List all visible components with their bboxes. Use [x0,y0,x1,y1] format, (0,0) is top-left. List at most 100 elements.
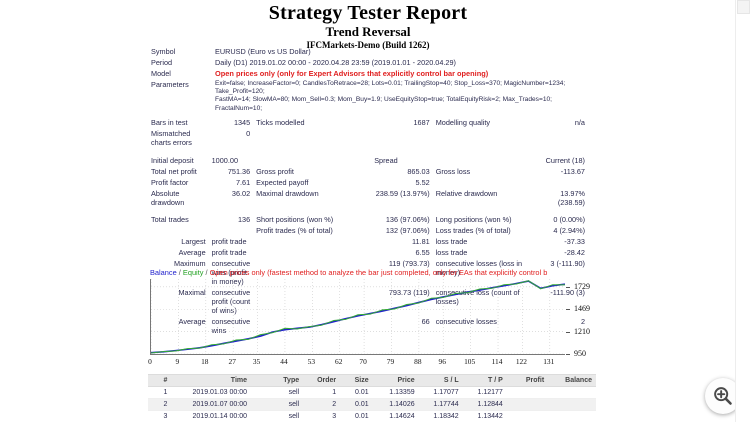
x-axis-tick-label: 114 [491,357,503,366]
modelling-quality-label: Modelling quality [435,117,491,127]
scrollbar-thumb[interactable] [737,0,750,14]
largest-profit-trade-label: profit trade [211,236,247,246]
y-axis-tick-mark [566,286,570,288]
maximal-row: Maximal consecutive profit (count of win… [148,287,588,316]
total-net-profit-row: Total net profit 751.36 Gross profit 865… [148,166,588,177]
gross-profit-value: 865.03 [407,166,430,176]
cell-order: 3 [303,410,341,422]
x-axis-tick-label: 122 [515,357,527,366]
col-size[interactable]: Size [340,374,373,387]
chart-y-axis: 1729 1469 1210 950 [566,279,606,358]
maximal-drawdown-value: 238.59 (13.97%) [375,188,430,198]
legend-separator-2: / [205,268,208,277]
bars-in-test-row: Bars in test 1345 Ticks modelled 1687 Mo… [148,117,588,128]
profit-trades-label: Profit trades (% of total) [256,225,333,235]
ticks-modelled-label: Ticks modelled [256,117,305,127]
col-balance[interactable]: Balance [548,374,596,387]
cell-price: 1.14026 [372,398,419,411]
col-take-profit[interactable]: T / P [462,374,507,387]
col-stop-loss[interactable]: S / L [418,374,463,387]
average2-label: Average [178,316,206,326]
mismatched-errors-row: Mismatched charts errors 0 [148,128,588,148]
expected-payoff-value: 5.52 [415,177,430,187]
cell-time: 2019.01.14 00:00 [171,410,252,422]
short-positions-label: Short positions (won %) [256,214,334,224]
table-row[interactable]: 2 2019.01.07 00:00 sell 2 0.01 1.14026 1.17744… [148,398,596,411]
parameters-line-2: FastMA=14; SlowMA=80; Mom_Sell=0.3; Mom_… [215,96,552,112]
cell-type: sell [251,410,304,422]
maximal-consecutive-loss-label: consecutive loss (count of losses) [435,287,520,306]
largest-loss-trade-label: loss trade [435,236,468,246]
x-axis-tick-label: 70 [359,357,367,366]
absolute-drawdown-value: 36.02 [231,188,251,198]
profit-trades-value: 132 (97.06%) [385,225,430,235]
legend-equity: Equity [182,268,204,277]
cell-size: 0.01 [340,386,373,399]
relative-drawdown-value: 13.97% (238.59) [557,188,585,207]
report-subtitle: Trend Reversal [325,24,411,39]
spread-value: Current (18) [545,155,585,165]
x-axis-tick-label: 27 [228,357,236,366]
maximal-consecutive-loss-value: -111.90 (3) [550,287,585,297]
balance-equity-chart: Balance / Equity / Open prices only (fas… [148,268,590,370]
page-scrollbar[interactable] [735,0,750,422]
cell-order: 2 [303,398,341,411]
trades-table-body: 1 2019.01.03 00:00 sell 1 0.01 1.13359 1.17077… [148,386,596,422]
long-positions-label: Long positions (won %) [435,214,512,224]
cell-size: 0.01 [340,410,373,422]
model-row: Model Open prices only (only for Expert … [148,68,588,79]
symbol-info-table: Symbol EURUSD (Euro vs US Dollar) Period… [148,46,588,114]
y-axis-tick-label: 1729 [574,281,590,291]
max-consecutive-wins-label: consecutive wins (profit in money) [211,258,251,286]
maximum-label: Maximum [174,258,206,268]
col-time[interactable]: Time [171,374,252,387]
cell-take-profit: 1.12844 [462,398,507,411]
cell-num: 3 [148,410,172,422]
average-consecutive-row: Average consecutive wins 66 consecutive … [148,316,588,336]
cell-profit [506,410,549,422]
chart-x-axis: 0 9 18 27 35 44 53 62 70 79 88 96 105 114 122 131 [148,356,568,370]
x-axis-tick-label: 96 [438,357,446,366]
table-row[interactable]: 3 2019.01.14 00:00 sell 3 0.01 1.14624 1.18342… [148,410,596,422]
avg-consecutive-losses-value: 2 [580,316,585,326]
col-num[interactable]: # [148,374,172,387]
legend-model-note: Open prices only (fastest method to anal… [209,268,548,277]
y-axis-tick-label: 1210 [574,326,590,336]
trades-table-container: # Time Type Order Size Price S / L T / P… [148,374,596,422]
y-axis-tick-mark [566,331,570,333]
y-axis-tick-mark [566,309,570,311]
x-axis-tick-label: 131 [543,357,555,366]
mismatched-errors-value: 0 [246,128,251,138]
average-profit-trade-label: profit trade [211,247,247,257]
chart-svg [151,279,565,354]
largest-row: Largest profit trade 11.81 loss trade -3… [148,236,588,247]
chart-series-equity [151,280,565,354]
long-positions-value: 0 (0.00%) [553,214,585,224]
report-header: Strategy Tester Report Trend Reversal IF… [0,0,736,51]
maximal-label: Maximal [178,287,206,297]
col-profit[interactable]: Profit [506,374,549,387]
col-order[interactable]: Order [303,374,341,387]
cell-stop-loss: 1.17077 [418,386,463,399]
largest-profit-trade-value: 11.81 [411,236,430,246]
largest-loss-trade-value: -37.33 [564,236,585,246]
x-axis-tick-label: 0 [148,357,152,366]
table-row[interactable]: 1 2019.01.03 00:00 sell 1 0.01 1.13359 1.17077… [148,386,596,399]
initial-deposit-label: Initial deposit [151,155,194,165]
col-price[interactable]: Price [372,374,419,387]
total-trades-label: Total trades [151,214,189,224]
model-value: Open prices only (only for Expert Adviso… [215,69,489,78]
total-net-profit-value: 751.36 [227,166,251,176]
cell-price: 1.14624 [372,410,419,422]
cell-balance [548,386,596,399]
x-axis-tick-label: 9 [175,357,180,366]
chart-plot-area [150,279,565,355]
gross-profit-label: Gross profit [256,166,294,176]
col-type[interactable]: Type [251,374,304,387]
max-consecutive-wins-value: 119 (793.73) [388,258,430,268]
maximal-consecutive-profit-label: consecutive profit (count of wins) [211,287,251,315]
x-axis-tick-label: 79 [386,357,395,366]
symbol-label: Symbol [151,47,176,56]
